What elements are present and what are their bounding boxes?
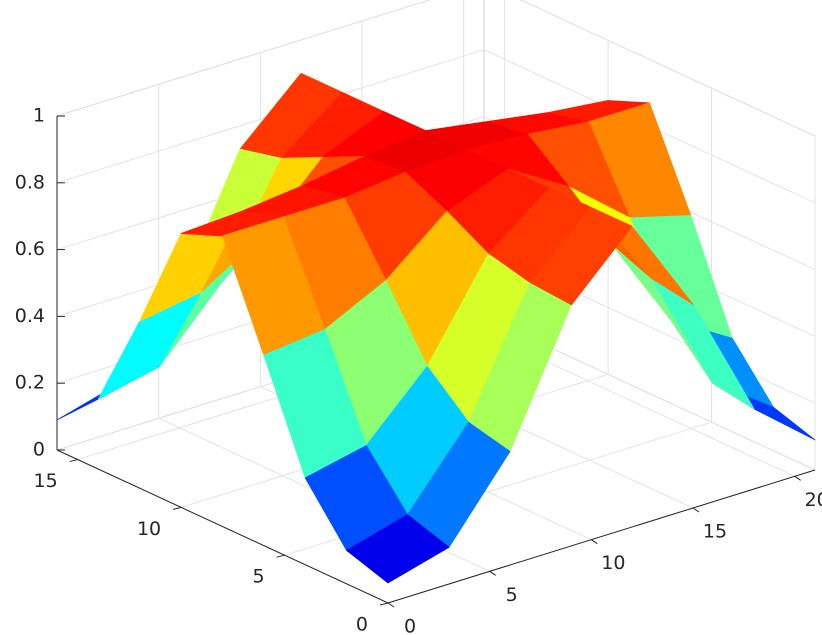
grid-line [56,0,432,117]
z-tick-label: 0 [33,439,45,461]
x-tick-label: 10 [601,552,625,574]
y-tick [276,554,285,558]
grid-line [519,0,816,137]
x-tick [591,539,598,545]
y-tick-label: 10 [137,518,161,540]
z-tick-label: 0.4 [15,305,45,327]
z-tick-label: 0.8 [15,171,45,193]
y-tick-label: 5 [252,566,264,588]
x-tick-label: 20 [805,489,822,511]
y-tick [379,602,389,606]
y-tick-label: 0 [356,614,368,635]
surface-patch [346,514,450,584]
y-tick-label: 15 [34,470,58,492]
x-tick-label: 5 [506,584,518,606]
y-axis [56,449,389,604]
z-tick-label: 1 [33,105,45,127]
y-tick [69,459,78,463]
box-edge [56,0,432,117]
x-tick [489,570,496,576]
x-tick-label: 15 [703,521,727,543]
y-tick [173,506,182,510]
x-tick [692,507,700,513]
z-tick-label: 0.2 [15,372,45,394]
x-tick [387,602,395,608]
x-axis [387,469,816,604]
z-tick-label: 0.6 [15,238,45,260]
x-tick [794,475,801,481]
x-tick-label: 0 [404,616,416,635]
